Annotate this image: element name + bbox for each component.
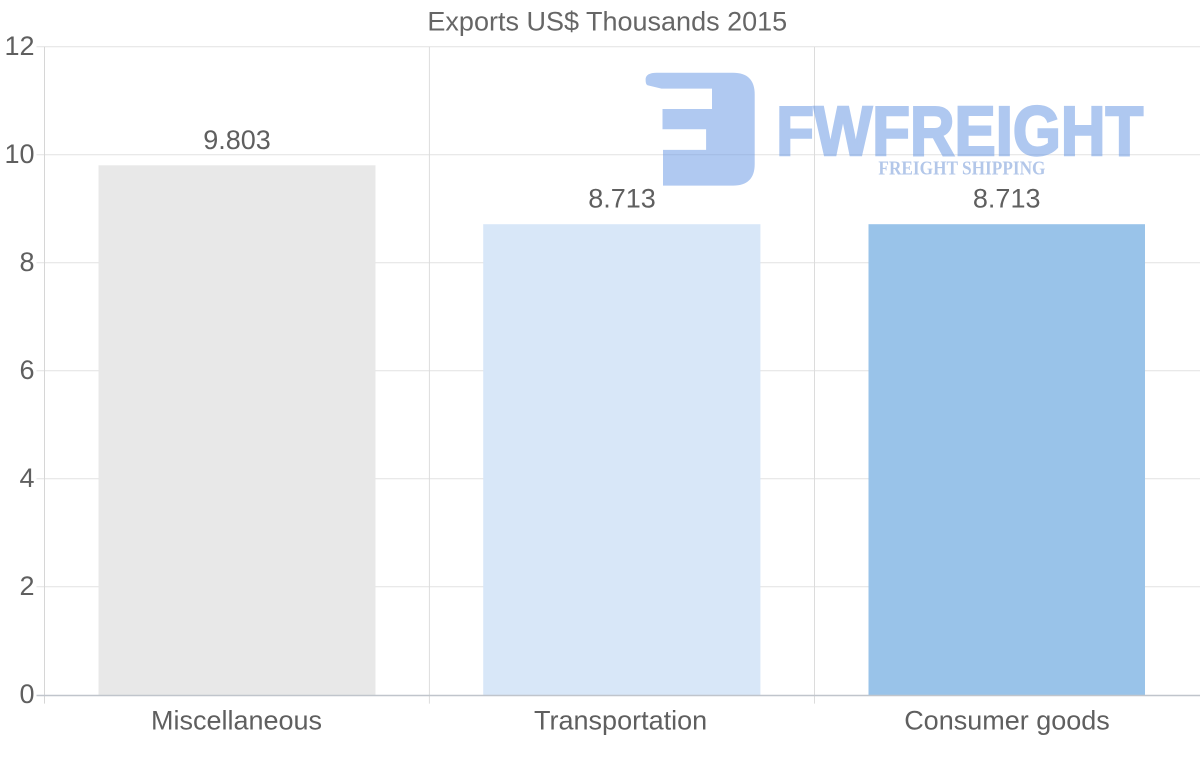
svg-text:FWFREIGHT: FWFREIGHT — [776, 91, 1143, 169]
svg-text:FREIGHT SHIPPING: FREIGHT SHIPPING — [878, 159, 1045, 180]
svg-text:Consumer goods: Consumer goods — [904, 705, 1110, 735]
svg-text:Exports US$ Thousands 2015: Exports US$ Thousands 2015 — [427, 7, 787, 37]
svg-text:4: 4 — [19, 463, 34, 493]
svg-text:10: 10 — [4, 139, 34, 169]
svg-text:0: 0 — [19, 679, 34, 709]
svg-text:12: 12 — [4, 31, 34, 61]
svg-text:Transportation: Transportation — [534, 705, 707, 735]
svg-text:Miscellaneous: Miscellaneous — [151, 705, 322, 735]
svg-text:2: 2 — [19, 571, 34, 601]
svg-text:9.803: 9.803 — [203, 125, 271, 155]
svg-text:6: 6 — [19, 355, 34, 385]
svg-text:8.713: 8.713 — [973, 184, 1041, 214]
svg-text:8: 8 — [19, 247, 34, 277]
svg-text:8.713: 8.713 — [588, 184, 656, 214]
